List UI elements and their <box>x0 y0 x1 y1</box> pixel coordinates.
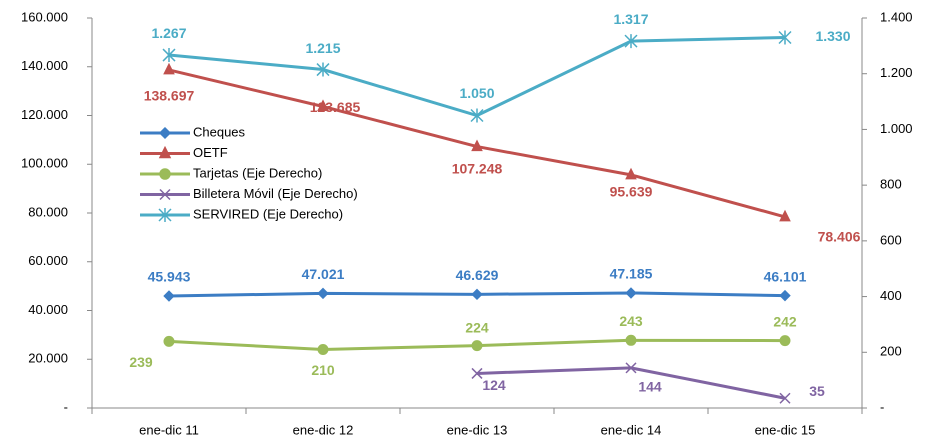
y2-tick-label: 400 <box>880 288 902 303</box>
data-point <box>317 287 329 300</box>
data-point <box>624 34 638 49</box>
data-point <box>779 392 791 404</box>
data-point <box>163 335 175 347</box>
y2-tick-label: 1.000 <box>880 121 913 136</box>
x-tick-label: ene-dic 14 <box>601 422 662 437</box>
y2-tick-label: 200 <box>880 344 902 359</box>
data-point <box>779 335 791 347</box>
data-point <box>316 62 330 77</box>
data-label: 45.943 <box>148 269 191 285</box>
data-point <box>779 289 791 302</box>
legend-marker <box>159 168 171 180</box>
data-label: 47.185 <box>610 266 653 282</box>
y2-tick-label: 1.200 <box>880 65 913 80</box>
data-point <box>163 62 175 75</box>
data-label: 210 <box>311 362 335 378</box>
data-label: 242 <box>773 313 797 329</box>
x-tick-label: ene-dic 12 <box>293 422 354 437</box>
data-point <box>317 344 329 355</box>
data-point <box>471 139 483 152</box>
data-point <box>162 48 176 63</box>
legend-label: OETF <box>193 145 228 160</box>
data-point <box>317 99 329 112</box>
legend-label: SERVIRED (Eje Derecho) <box>193 206 343 221</box>
data-label: 1.317 <box>613 11 648 27</box>
data-label: 239 <box>129 354 153 370</box>
legend-marker <box>158 208 172 222</box>
x-tick-label: ene-dic 11 <box>139 422 199 437</box>
data-label: 1.330 <box>815 28 850 44</box>
data-label: 1.215 <box>305 40 340 56</box>
data-label: 1.267 <box>151 25 186 41</box>
y-tick-label: 140.000 <box>21 58 68 73</box>
data-label: 46.101 <box>764 268 807 284</box>
data-label: 46.629 <box>456 267 499 283</box>
y-tick-label: 60.000 <box>28 253 68 268</box>
data-label: 107.248 <box>452 160 503 176</box>
data-label: 224 <box>465 319 489 335</box>
data-label: 35 <box>809 383 825 399</box>
legend-marker <box>158 145 172 159</box>
data-point <box>471 367 483 379</box>
data-label: 95.639 <box>610 184 653 200</box>
legend-label: Tarjetas (Eje Derecho) <box>193 165 322 180</box>
data-label: 243 <box>619 313 643 329</box>
y2-tick-label: - <box>880 399 884 414</box>
y-tick-label: 100.000 <box>21 156 68 171</box>
y-tick-label: 120.000 <box>21 107 68 122</box>
y-tick-label: 80.000 <box>28 204 68 219</box>
x-tick-label: ene-dic 13 <box>447 422 508 437</box>
data-label: 78.406 <box>818 229 861 245</box>
y-tick-label: 40.000 <box>28 302 68 317</box>
data-label: 144 <box>638 379 662 395</box>
data-label: 124 <box>482 377 506 393</box>
legend-marker <box>159 188 171 201</box>
data-label: 47.021 <box>302 266 345 282</box>
y-tick-label: - <box>64 399 68 414</box>
data-label: 1.050 <box>459 85 494 101</box>
data-point <box>625 334 637 346</box>
data-point <box>470 108 484 123</box>
data-label: 138.697 <box>144 88 195 104</box>
data-point <box>163 290 175 302</box>
legend-label: Billetera Móvil (Eje Derecho) <box>193 186 358 201</box>
y-tick-label: 160.000 <box>21 9 68 24</box>
data-label: 123.685 <box>310 99 361 115</box>
y-tick-label: 20.000 <box>28 351 68 366</box>
legend-label: Cheques <box>193 124 246 139</box>
data-point <box>625 287 637 299</box>
data-point <box>625 362 637 374</box>
data-point <box>779 209 791 222</box>
data-point <box>471 340 483 352</box>
y2-tick-label: 1.400 <box>880 9 913 24</box>
data-point <box>471 288 483 301</box>
series-line <box>476 366 786 400</box>
data-point <box>625 167 637 180</box>
x-tick-label: ene-dic 15 <box>755 422 816 437</box>
y2-tick-label: 600 <box>880 232 902 247</box>
y2-tick-label: 800 <box>880 177 902 192</box>
series-line <box>168 36 786 118</box>
data-point <box>778 30 792 45</box>
legend-marker <box>158 126 172 140</box>
